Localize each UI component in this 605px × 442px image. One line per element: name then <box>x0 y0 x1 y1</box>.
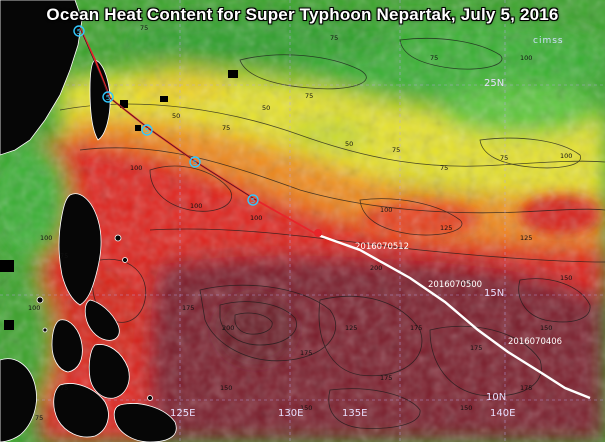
svg-text:200: 200 <box>370 264 382 272</box>
svg-text:5: 5 <box>106 94 110 102</box>
svg-text:100: 100 <box>250 214 262 222</box>
latitude-label-25n: 25N <box>484 78 505 89</box>
typhoon-marker-icon: 5 <box>189 156 201 168</box>
page-title: Ocean Heat Content for Super Typhoon Nep… <box>46 5 559 24</box>
storm-markers: 5 5 5 5 5 <box>73 25 322 237</box>
svg-text:75: 75 <box>392 146 400 154</box>
svg-text:175: 175 <box>182 304 194 312</box>
track-observed <box>317 233 591 400</box>
svg-text:150: 150 <box>220 384 232 392</box>
svg-text:75: 75 <box>60 252 68 260</box>
typhoon-track <box>79 27 591 400</box>
svg-text:100: 100 <box>380 206 392 214</box>
longitude-label-140e: 140E <box>490 408 516 419</box>
svg-text:100: 100 <box>190 202 202 210</box>
svg-text:75: 75 <box>430 54 438 62</box>
svg-text:75: 75 <box>330 34 338 42</box>
svg-text:150: 150 <box>300 404 312 412</box>
svg-text:100: 100 <box>560 152 572 160</box>
svg-text:75: 75 <box>60 384 68 392</box>
svg-text:100: 100 <box>520 54 532 62</box>
source-watermark: cimss <box>533 36 564 46</box>
typhoon-marker-icon: 5 <box>73 25 85 37</box>
svg-text:75: 75 <box>305 92 313 100</box>
svg-text:75: 75 <box>140 24 148 32</box>
svg-text:175: 175 <box>300 349 312 357</box>
svg-text:150: 150 <box>540 324 552 332</box>
track-date-label: 2016070512 <box>355 242 410 252</box>
svg-text:200: 200 <box>222 324 234 332</box>
latitude-label-10n: 10N <box>486 392 507 403</box>
svg-text:50: 50 <box>172 112 180 120</box>
svg-text:125: 125 <box>345 324 357 332</box>
contour-labels: 50 50 75 50 75 75 75 100 75 100 100 100 100 125 12… <box>28 24 572 422</box>
svg-text:75: 75 <box>500 154 508 162</box>
typhoon-marker-icon: 5 <box>141 124 153 136</box>
svg-text:100: 100 <box>40 234 52 242</box>
track-date-label: 2016070500 <box>428 280 483 290</box>
current-position-icon <box>314 229 322 237</box>
svg-text:50: 50 <box>262 104 270 112</box>
longitude-label-135e: 135E <box>342 408 368 419</box>
track-forecast-line <box>79 27 257 201</box>
contours <box>59 38 605 429</box>
svg-text:100: 100 <box>28 304 40 312</box>
svg-text:175: 175 <box>470 344 482 352</box>
typhoon-marker-icon: 5 <box>102 91 114 103</box>
svg-text:5: 5 <box>193 159 197 167</box>
svg-text:75: 75 <box>222 124 230 132</box>
svg-text:50: 50 <box>345 140 353 148</box>
latitude-label-15n: 15N <box>484 288 505 299</box>
svg-text:175: 175 <box>520 384 532 392</box>
no-data-patches <box>0 70 238 330</box>
svg-text:5: 5 <box>145 127 149 135</box>
svg-text:75: 75 <box>440 164 448 172</box>
svg-text:5: 5 <box>251 197 255 205</box>
longitude-label-130e: 130E <box>278 408 304 419</box>
longitude-label-125e: 125E <box>170 408 196 419</box>
typhoon-marker-icon: 5 <box>247 194 259 206</box>
svg-text:175: 175 <box>460 279 472 287</box>
svg-text:150: 150 <box>460 404 472 412</box>
landmass <box>0 0 177 442</box>
svg-text:125: 125 <box>520 234 532 242</box>
svg-text:100: 100 <box>130 164 142 172</box>
svg-text:150: 150 <box>560 274 572 282</box>
svg-text:75: 75 <box>35 414 43 422</box>
svg-text:125: 125 <box>440 224 452 232</box>
svg-text:175: 175 <box>380 374 392 382</box>
track-date-label: 2016070406 <box>508 337 563 347</box>
svg-text:175: 175 <box>410 324 422 332</box>
svg-text:5: 5 <box>77 28 81 36</box>
